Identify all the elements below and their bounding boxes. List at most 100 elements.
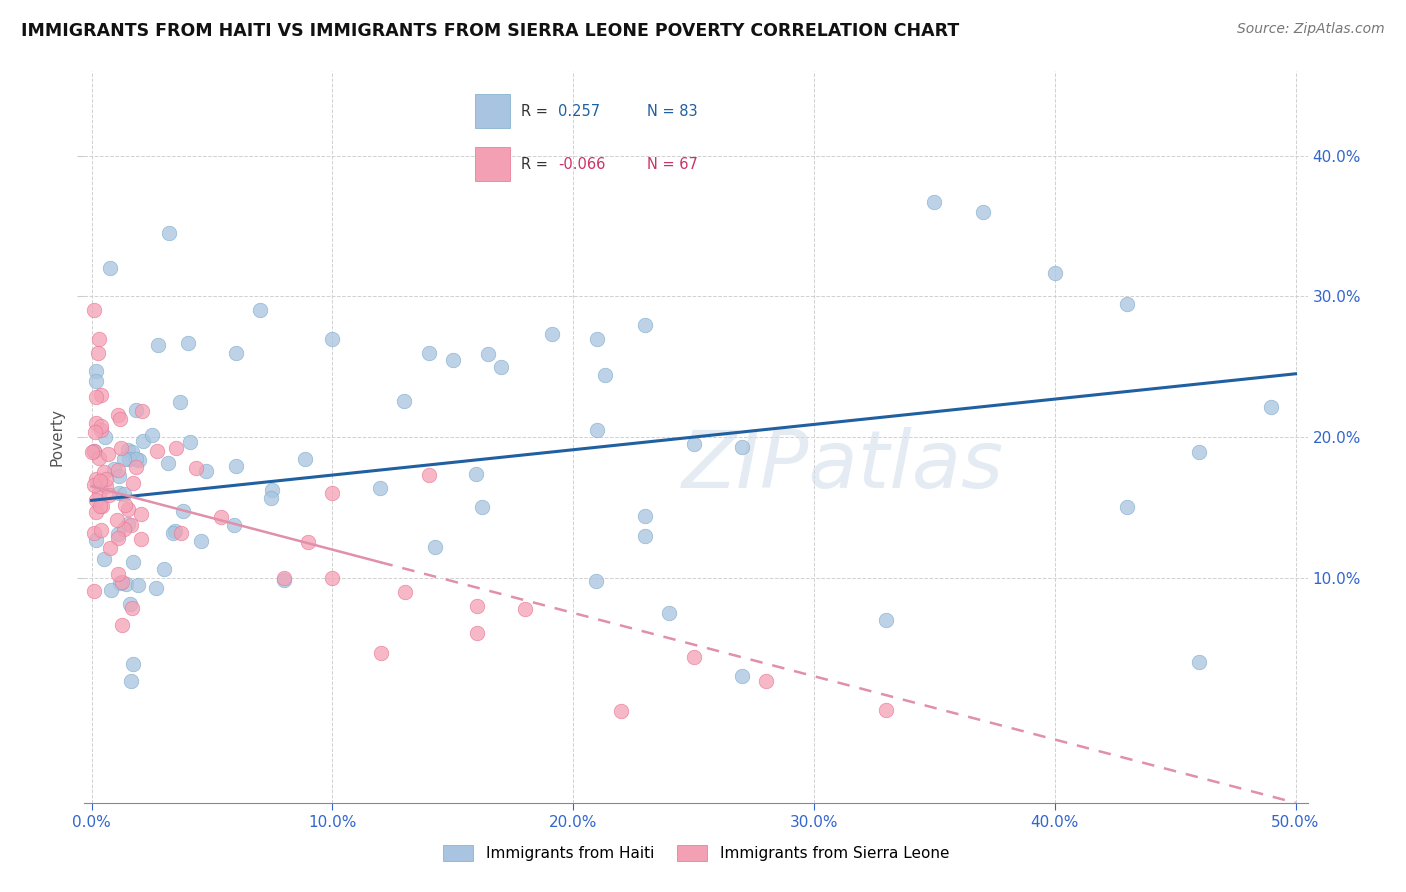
Point xyxy=(90,388,112,402)
Point xyxy=(86,363,108,377)
Point xyxy=(91,499,114,513)
Point xyxy=(418,345,440,359)
Point xyxy=(120,517,142,532)
Point xyxy=(477,347,499,361)
Point xyxy=(209,510,232,524)
Point xyxy=(224,518,246,533)
Point xyxy=(731,669,754,683)
Point xyxy=(129,508,152,522)
Point xyxy=(105,513,128,527)
Point xyxy=(682,437,704,451)
Point xyxy=(297,534,319,549)
Point xyxy=(541,326,564,341)
Legend: Immigrants from Haiti, Immigrants from Sierra Leone: Immigrants from Haiti, Immigrants from S… xyxy=(443,845,949,861)
Point xyxy=(682,650,704,665)
Point xyxy=(225,345,247,359)
Point xyxy=(1188,444,1211,458)
Point xyxy=(114,498,136,512)
Point xyxy=(107,408,129,422)
Point xyxy=(321,332,343,346)
Point xyxy=(121,445,143,459)
Point xyxy=(165,524,187,538)
Point xyxy=(146,338,169,352)
Point xyxy=(94,472,117,486)
Point xyxy=(225,458,247,473)
Point xyxy=(122,657,145,671)
Point xyxy=(169,394,191,409)
Y-axis label: Poverty: Poverty xyxy=(49,408,65,467)
Point xyxy=(157,456,180,470)
Point xyxy=(117,516,139,531)
Point xyxy=(108,469,131,483)
Point xyxy=(87,451,110,466)
Point xyxy=(93,552,115,566)
Point xyxy=(89,474,111,488)
Point xyxy=(489,359,512,374)
Point xyxy=(87,332,110,346)
Point xyxy=(186,461,208,475)
Point xyxy=(122,555,145,569)
Point xyxy=(170,526,193,541)
Point xyxy=(84,505,107,519)
Point xyxy=(83,583,105,598)
Point xyxy=(875,613,897,627)
Point xyxy=(875,702,897,716)
Point xyxy=(83,525,105,540)
Point xyxy=(146,443,169,458)
Point xyxy=(112,522,135,536)
Point xyxy=(86,416,108,430)
Point xyxy=(90,419,112,434)
Point xyxy=(972,205,994,219)
Point xyxy=(103,461,125,475)
Point xyxy=(1116,500,1139,515)
Point xyxy=(117,452,139,467)
Point xyxy=(1188,655,1211,669)
Point xyxy=(89,499,111,513)
Point xyxy=(96,447,118,461)
Point xyxy=(112,452,135,467)
Point xyxy=(595,368,617,382)
Point xyxy=(86,346,108,360)
Point xyxy=(132,434,155,449)
Point xyxy=(100,582,122,597)
Point xyxy=(392,393,415,408)
Point xyxy=(177,335,200,350)
Point xyxy=(112,487,135,501)
Point xyxy=(145,581,167,595)
Point xyxy=(610,705,633,719)
Point xyxy=(83,444,105,458)
Point xyxy=(924,194,946,209)
Point xyxy=(731,441,754,455)
Point xyxy=(465,467,488,481)
Point xyxy=(108,576,131,591)
Point xyxy=(165,441,187,455)
Point xyxy=(80,445,103,459)
Point xyxy=(162,525,184,540)
Point xyxy=(262,483,284,498)
Point xyxy=(394,584,416,599)
Point xyxy=(107,566,129,581)
Point xyxy=(658,606,681,620)
Point xyxy=(86,472,108,486)
Point xyxy=(172,503,194,517)
Point xyxy=(273,574,295,588)
Point xyxy=(1043,266,1066,280)
Point xyxy=(110,441,132,455)
Text: IMMIGRANTS FROM HAITI VS IMMIGRANTS FROM SIERRA LEONE POVERTY CORRELATION CHART: IMMIGRANTS FROM HAITI VS IMMIGRANTS FROM… xyxy=(21,22,959,40)
Point xyxy=(321,571,343,585)
Point xyxy=(634,318,657,332)
Point xyxy=(89,476,111,491)
Point xyxy=(423,540,446,554)
Point xyxy=(93,465,115,479)
Point xyxy=(115,577,138,591)
Point xyxy=(118,597,141,611)
Point xyxy=(90,523,112,537)
Point xyxy=(129,533,152,547)
Point xyxy=(117,502,139,516)
Point xyxy=(585,574,607,588)
Point xyxy=(471,500,494,514)
Point xyxy=(83,478,105,492)
Point xyxy=(1116,297,1139,311)
Point xyxy=(249,303,271,318)
Point xyxy=(94,430,117,444)
